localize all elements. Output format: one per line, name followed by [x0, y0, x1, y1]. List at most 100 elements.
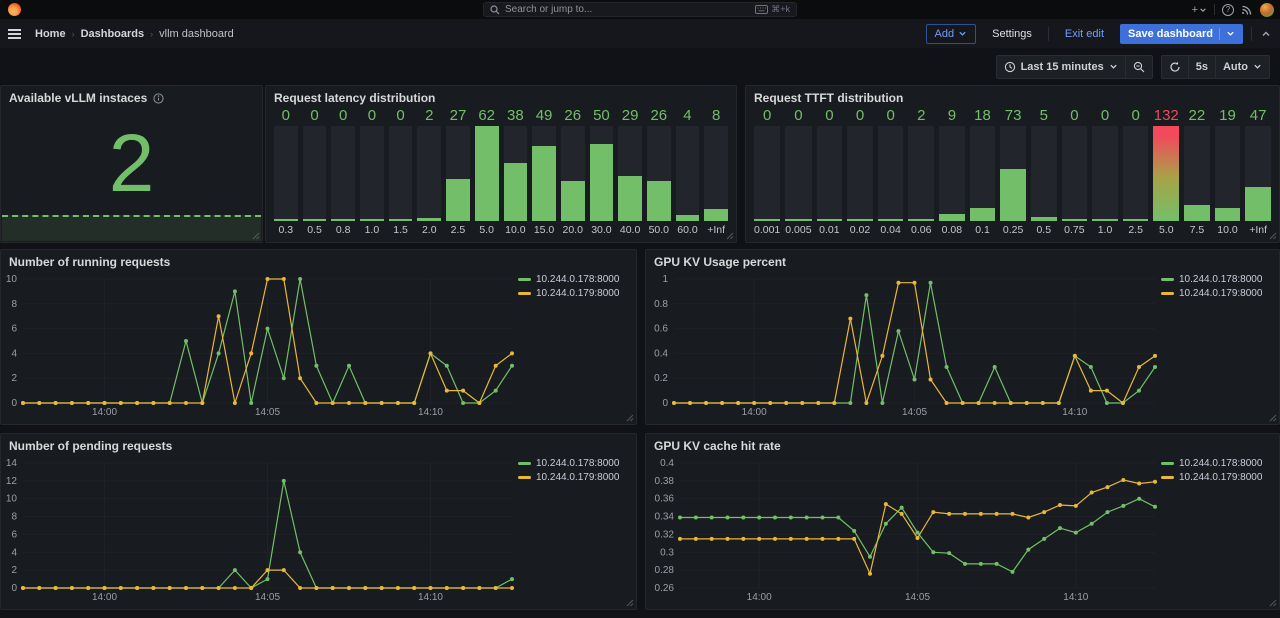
legend-series-color: [518, 462, 531, 465]
bar-value: 18: [970, 107, 996, 126]
bar-fill: [970, 208, 996, 221]
bar-track: [1031, 126, 1057, 221]
legend-item[interactable]: 10.244.0.178:8000: [1161, 274, 1279, 285]
bar-track: [532, 126, 556, 221]
refresh-interval[interactable]: 5s: [1188, 56, 1215, 78]
resize-grip[interactable]: [626, 414, 634, 422]
resize-grip[interactable]: [1269, 414, 1277, 422]
panel-title[interactable]: Number of pending requests: [1, 434, 636, 455]
legend-series-color: [1161, 292, 1174, 295]
bar-column: 00.02: [847, 107, 873, 236]
svg-text:10: 10: [6, 494, 18, 505]
bar-value: 19: [1215, 107, 1241, 126]
bar-track: [847, 126, 873, 221]
bar-gauge: 00.00100.00500.0100.0200.0420.0690.08180…: [746, 107, 1279, 242]
bar-category-label: 0.8: [331, 221, 355, 236]
bar-value: 73: [1000, 107, 1026, 126]
bar-track: [475, 126, 499, 221]
bar-category-label: 1.5: [389, 221, 413, 236]
resize-grip[interactable]: [726, 232, 734, 240]
menu-icon[interactable]: [8, 29, 21, 39]
bar-fill: [360, 219, 384, 221]
bar-column: 460.0: [676, 107, 700, 236]
bar-track: [389, 126, 413, 221]
svg-text:0.26: 0.26: [655, 583, 675, 594]
panel-title[interactable]: GPU KV Usage percent: [646, 250, 1279, 271]
bar-value: 47: [1245, 107, 1271, 126]
legend-series-name: 10.244.0.178:8000: [536, 458, 619, 469]
bar-fill: [532, 146, 556, 221]
bar-fill: [878, 219, 904, 221]
save-dashboard-menu[interactable]: [1219, 28, 1235, 40]
resize-grip[interactable]: [1269, 232, 1277, 240]
collapse-chevron-up-icon[interactable]: [1260, 28, 1272, 40]
add-menu-button[interactable]: +: [1192, 4, 1207, 16]
divider: [1251, 27, 1252, 41]
legend-item[interactable]: 10.244.0.179:8000: [1161, 472, 1279, 483]
chevron-down-icon: [958, 29, 967, 38]
news-icon[interactable]: [1241, 4, 1253, 16]
bar-column: 00.5: [303, 107, 327, 236]
add-button[interactable]: Add: [926, 24, 977, 44]
legend-item[interactable]: 10.244.0.178:8000: [518, 274, 636, 285]
bar-value: 0: [1092, 107, 1118, 126]
bar-fill: [817, 219, 843, 221]
info-icon[interactable]: [153, 93, 164, 104]
legend-item[interactable]: 10.244.0.178:8000: [1161, 458, 1279, 469]
bar-track: [303, 126, 327, 221]
panel-title[interactable]: Request TTFT distribution: [746, 86, 1279, 107]
bar-fill: [1031, 217, 1057, 221]
bar-category-label: 0.3: [274, 221, 298, 236]
panel-title[interactable]: Request latency distribution: [266, 86, 736, 107]
panel-title[interactable]: Number of running requests: [1, 250, 636, 271]
settings-button[interactable]: Settings: [984, 24, 1040, 44]
bar-fill: [331, 219, 355, 221]
panel-title[interactable]: Available vLLM instaces: [1, 86, 262, 107]
grafana-logo-icon[interactable]: [8, 3, 21, 16]
bar-column: 00.75: [1062, 107, 1088, 236]
resize-grip[interactable]: [1269, 599, 1277, 607]
bar-fill: [274, 219, 298, 221]
save-dashboard-button[interactable]: Save dashboard: [1120, 24, 1243, 44]
breadcrumb-home[interactable]: Home: [35, 28, 66, 40]
bar-value: 132: [1153, 107, 1179, 126]
refresh-button[interactable]: [1162, 56, 1188, 78]
bar-category-label: 5.0: [1153, 221, 1179, 236]
bar-fill: [475, 126, 499, 221]
time-range-picker[interactable]: Last 15 minutes: [997, 56, 1125, 78]
svg-text:0.6: 0.6: [654, 324, 668, 335]
bar-column: 272.5: [446, 107, 470, 236]
bar-track: [1092, 126, 1118, 221]
search-input[interactable]: Search or jump to... ⌘+k: [483, 2, 797, 17]
bar-category-label: 2.0: [417, 221, 441, 236]
legend-item[interactable]: 10.244.0.179:8000: [518, 472, 636, 483]
bar-category-label: 0.04: [878, 221, 904, 236]
exit-edit-button[interactable]: Exit edit: [1057, 24, 1112, 44]
chevron-down-icon: [1199, 6, 1207, 14]
bar-value: 2: [908, 107, 934, 126]
legend-item[interactable]: 10.244.0.178:8000: [518, 458, 636, 469]
breadcrumb-dashboards[interactable]: Dashboards: [81, 28, 145, 40]
bar-value: 0: [785, 107, 811, 126]
panel-title[interactable]: GPU KV cache hit rate: [646, 434, 1279, 455]
bar-track: [1215, 126, 1241, 221]
legend-series-color: [1161, 278, 1174, 281]
bar-column: 227.5: [1184, 107, 1210, 236]
bar-column: 2650.0: [647, 107, 671, 236]
zoom-out-button[interactable]: [1125, 56, 1152, 78]
auto-refresh-dropdown[interactable]: Auto: [1215, 56, 1269, 78]
bar-track: [504, 126, 528, 221]
bar-fill: [676, 215, 700, 221]
svg-text:14:10: 14:10: [1062, 407, 1087, 418]
user-avatar[interactable]: [1260, 3, 1274, 17]
bar-value: 0: [331, 107, 355, 126]
help-icon[interactable]: ?: [1222, 4, 1234, 16]
svg-text:0.4: 0.4: [660, 458, 674, 469]
legend-item[interactable]: 10.244.0.179:8000: [1161, 288, 1279, 299]
resize-grip[interactable]: [626, 599, 634, 607]
bar-column: 00.005: [785, 107, 811, 236]
resize-grip[interactable]: [252, 232, 260, 240]
legend-series-color: [518, 292, 531, 295]
bar-fill: [389, 219, 413, 221]
legend-item[interactable]: 10.244.0.179:8000: [518, 288, 636, 299]
